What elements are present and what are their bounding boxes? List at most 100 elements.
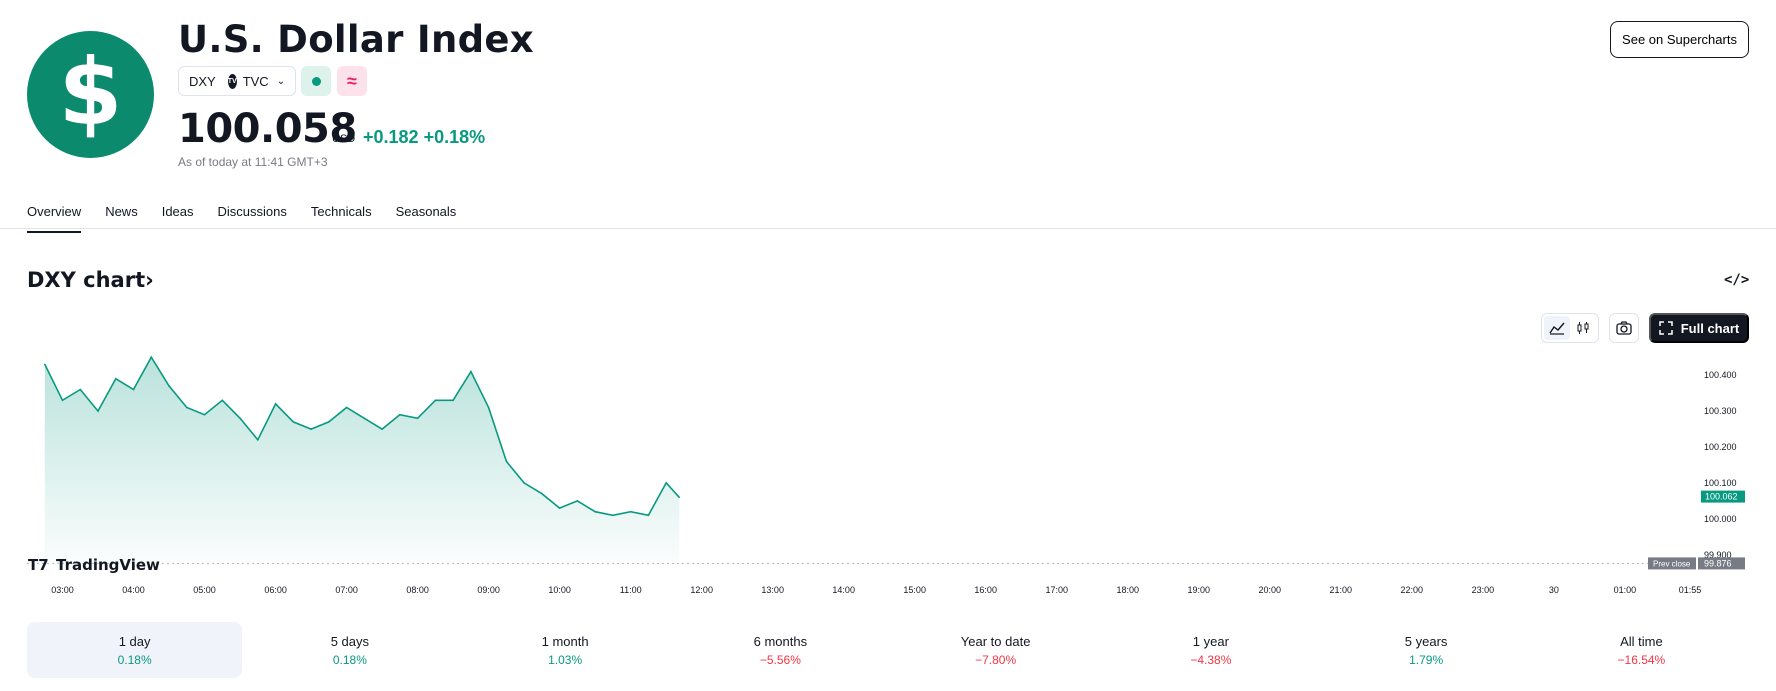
x-tick-label: 20:00	[1259, 585, 1282, 595]
period-1-year[interactable]: 1 year −4.38%	[1103, 622, 1318, 678]
period-5-years[interactable]: 5 years 1.79%	[1319, 622, 1534, 678]
price-point	[399, 413, 401, 416]
price-timestamp: As of today at 11:41 GMT+3	[178, 155, 328, 169]
x-tick-label: 23:00	[1472, 585, 1495, 595]
x-tick-label: 14:00	[832, 585, 855, 595]
price-point	[239, 417, 241, 420]
tab-news[interactable]: News	[105, 204, 138, 219]
period-all-time[interactable]: All time −16.54%	[1534, 622, 1749, 678]
page-title: U.S. Dollar Index	[178, 18, 534, 61]
x-tick-label: 11:00	[620, 585, 642, 595]
ticker-selector[interactable]: DXY TV TVC ⌄	[178, 66, 296, 96]
price-chart[interactable]: 100.400 100.300 100.200 100.100 100.000 99.90…	[0, 350, 1776, 610]
price-point	[150, 356, 153, 358]
price-point	[647, 514, 650, 517]
period-label: 6 months	[753, 633, 808, 649]
x-tick-label: 13:00	[761, 585, 784, 595]
x-tick-label: 06:00	[264, 585, 287, 595]
see-on-supercharts-button[interactable]: See on Supercharts	[1610, 21, 1749, 58]
x-tick-label: 07:00	[335, 585, 358, 595]
x-tick-label: 04:00	[122, 585, 145, 595]
candle-chart-button[interactable]	[1570, 316, 1596, 340]
chart-section-title[interactable]: DXY chart›	[27, 268, 154, 292]
price-point	[292, 421, 295, 423]
green-dot-icon	[311, 76, 321, 86]
x-tick-label: 01:55	[1679, 585, 1702, 595]
period-label: Year to date	[960, 633, 1031, 649]
full-chart-label: Full chart	[1680, 320, 1740, 336]
period-label: All time	[1620, 633, 1663, 649]
price-point	[505, 460, 508, 463]
full-chart-button[interactable]: Full chart	[1649, 313, 1749, 343]
tab-technicals[interactable]: Technicals	[310, 204, 372, 219]
camera-icon	[1616, 321, 1632, 335]
price-point	[328, 421, 330, 423]
embed-code-icon[interactable]: </>	[1724, 272, 1750, 288]
period-label: 1 month	[541, 633, 589, 649]
price-point	[363, 417, 366, 420]
tab-ideas[interactable]: Ideas	[161, 204, 194, 219]
price-point	[257, 439, 259, 441]
period-change: 1.79%	[1409, 652, 1444, 667]
period-5-days[interactable]: 5 days 0.18%	[242, 622, 457, 678]
period-change: −7.80%	[975, 652, 1017, 667]
period-label: 1 day	[118, 633, 151, 649]
area-chart-icon	[1549, 322, 1565, 335]
snapshot-button[interactable]	[1609, 313, 1639, 343]
price-point	[381, 428, 383, 430]
change-value: +0.182	[363, 127, 419, 147]
current-price-label: 100.062	[1705, 492, 1738, 502]
x-tick-label: 18:00	[1117, 585, 1140, 595]
price-point	[678, 496, 680, 499]
price-currency: USD	[332, 133, 356, 145]
fullscreen-icon	[1658, 321, 1673, 335]
x-tick-label: 16:00	[974, 585, 997, 595]
price-point	[558, 507, 561, 509]
price-point	[310, 428, 312, 430]
tabs-divider	[0, 228, 1776, 229]
price-point	[186, 406, 188, 409]
section-tabs: Overview News Ideas Discussions Technica…	[27, 204, 480, 233]
y-tick-label: 100.100	[1704, 478, 1737, 488]
price-point	[416, 417, 419, 420]
x-tick-label: 17:00	[1046, 585, 1069, 595]
price-point	[61, 399, 64, 402]
chevron-right-icon: ›	[145, 268, 154, 292]
price-point	[345, 406, 348, 409]
period-1-month[interactable]: 1 month 1.03%	[458, 622, 673, 678]
price-point	[523, 482, 525, 484]
x-tick-label: 21:00	[1330, 585, 1353, 595]
period-change: −16.54%	[1617, 652, 1666, 667]
price-point	[665, 482, 667, 484]
x-tick-label: 03:00	[51, 585, 74, 595]
x-tick-label: 01:00	[1614, 585, 1637, 595]
exchange-name: TVC	[242, 73, 269, 89]
price-point	[44, 363, 46, 366]
current-price-tag	[1701, 490, 1745, 503]
price-point	[487, 406, 490, 409]
chart-style-toggle	[1541, 313, 1599, 343]
tab-seasonals[interactable]: Seasonals	[395, 204, 457, 219]
tradingview-watermark[interactable]: T7 TradingView	[28, 556, 160, 574]
period-1-day[interactable]: 1 day 0.18%	[27, 622, 243, 678]
prev-close-tag	[1648, 557, 1696, 570]
period-6-months[interactable]: 6 months −5.56%	[673, 622, 888, 678]
area-chart-button[interactable]	[1544, 316, 1570, 340]
y-tick-label: 99.900	[1704, 550, 1732, 560]
price-change: +0.182 +0.18%	[363, 127, 485, 148]
tab-overview[interactable]: Overview	[27, 204, 82, 233]
change-percent: +0.18%	[423, 127, 486, 147]
delayed-data-status[interactable]: ≈	[337, 66, 367, 96]
chart-title-text: DXY chart	[27, 268, 146, 292]
prev-close-value-tag	[1698, 557, 1745, 570]
price-point	[168, 385, 170, 387]
x-tick-label: 12:00	[690, 585, 713, 595]
period-year-to-date[interactable]: Year to date −7.80%	[888, 622, 1103, 678]
price-point	[221, 399, 224, 402]
market-open-status[interactable]	[301, 66, 331, 96]
prev-close-tag-label: Prev close	[1653, 559, 1691, 568]
price-point	[274, 403, 277, 405]
chevron-down-icon: ⌄	[276, 75, 286, 87]
tab-discussions[interactable]: Discussions	[217, 204, 287, 219]
x-tick-label: 05:00	[193, 585, 216, 595]
